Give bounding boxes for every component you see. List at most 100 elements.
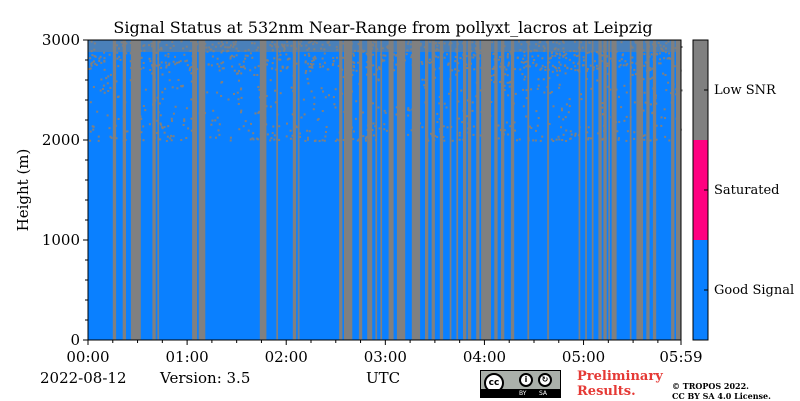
low-snr-pixel (530, 127, 533, 129)
y-axis-label: Height (m) (14, 149, 32, 232)
low-snr-pixel (524, 75, 527, 78)
low-snr-pixel (227, 98, 230, 101)
low-snr-pixel (168, 63, 170, 66)
low-snr-pixel (410, 56, 413, 59)
low-snr-pixel (655, 102, 658, 105)
low-snr-pixel (592, 66, 595, 69)
low-snr-pixel (319, 66, 322, 69)
y-tick-label: 1000 (42, 231, 80, 249)
low-snr-pixel (535, 63, 538, 66)
low-snr-pixel (601, 102, 604, 105)
low-snr-pixel (274, 89, 277, 92)
low-snr-pixel (105, 77, 108, 80)
low-snr-pixel (479, 52, 482, 55)
low-snr-column (646, 40, 650, 340)
low-snr-pixel (383, 59, 386, 62)
low-snr-pixel (503, 84, 506, 87)
low-snr-pixel (164, 87, 167, 90)
low-snr-pixel (216, 63, 219, 66)
colorbar-segment (693, 40, 708, 140)
low-snr-pixel (491, 67, 494, 70)
low-snr-pixel (446, 53, 448, 56)
low-snr-pixel (172, 112, 175, 115)
low-snr-pixel (190, 98, 193, 101)
low-snr-column (611, 40, 617, 340)
low-snr-pixel (541, 135, 544, 138)
low-snr-pixel (541, 57, 544, 60)
low-snr-pixel (307, 138, 309, 141)
low-snr-pixel (572, 61, 575, 64)
low-snr-pixel (353, 61, 356, 64)
low-snr-pixel (109, 73, 112, 76)
low-snr-pixel (451, 69, 454, 72)
low-snr-pixel (460, 89, 463, 92)
low-snr-pixel (556, 74, 559, 77)
low-snr-pixel (99, 89, 102, 92)
low-snr-pixel (271, 62, 274, 65)
low-snr-pixel (247, 129, 250, 132)
low-snr-pixel (334, 88, 337, 91)
chart-title: Signal Status at 532nm Near-Range from p… (113, 18, 652, 37)
low-snr-pixel (548, 77, 551, 80)
low-snr-pixel (514, 92, 517, 95)
low-snr-pixel (507, 53, 509, 55)
low-snr-pixel (89, 139, 92, 142)
low-snr-pixel (617, 137, 620, 140)
low-snr-pixel (559, 69, 561, 72)
low-snr-pixel (525, 97, 528, 100)
low-snr-pixel (658, 62, 661, 65)
low-snr-pixel (236, 91, 239, 94)
low-snr-pixel (662, 72, 665, 75)
low-snr-pixel (372, 122, 375, 125)
low-snr-pixel (140, 131, 143, 134)
copyright-note: © TROPOS 2022. CC BY SA 4.0 License. (672, 381, 771, 401)
low-snr-pixel (378, 127, 381, 130)
low-snr-pixel (516, 139, 518, 142)
low-snr-pixel (218, 65, 221, 68)
low-snr-pixel (250, 122, 252, 125)
low-snr-pixel (550, 52, 553, 55)
low-snr-pixel (266, 133, 269, 136)
low-snr-pixel (535, 110, 538, 113)
low-snr-column (396, 40, 406, 340)
low-snr-pixel (507, 94, 510, 97)
colorbar: Good Signal Saturated Low SNR (692, 39, 794, 341)
low-snr-pixel (383, 123, 386, 126)
low-snr-pixel (321, 57, 324, 60)
low-snr-pixel (144, 109, 147, 112)
low-snr-pixel (558, 115, 561, 118)
low-snr-pixel (313, 140, 316, 142)
low-snr-pixel (163, 131, 166, 134)
low-snr-pixel (580, 98, 583, 101)
low-snr-pixel (92, 125, 95, 128)
low-snr-pixel (374, 125, 377, 128)
low-snr-pixel (238, 79, 240, 82)
low-snr-pixel (323, 139, 326, 142)
low-snr-pixel (623, 84, 626, 87)
low-snr-pixel (559, 63, 562, 66)
low-snr-pixel (100, 61, 103, 64)
low-snr-pixel (103, 57, 106, 60)
low-snr-pixel (151, 64, 154, 67)
low-snr-pixel (310, 63, 312, 65)
low-snr-pixel (436, 121, 439, 124)
low-snr-pixel (269, 79, 272, 82)
low-snr-pixel (668, 57, 671, 59)
low-snr-pixel (633, 137, 636, 140)
low-snr-pixel (237, 72, 240, 75)
low-snr-pixel (334, 140, 337, 142)
low-snr-pixel (564, 72, 567, 75)
low-snr-pixel (560, 107, 563, 110)
low-snr-pixel (190, 80, 193, 83)
low-snr-pixel (558, 56, 561, 59)
low-snr-pixel (430, 132, 432, 135)
low-snr-pixel (187, 127, 190, 130)
low-snr-pixel (503, 66, 506, 69)
low-snr-pixel (471, 101, 474, 104)
low-snr-pixel (522, 88, 525, 91)
low-snr-pixel (555, 67, 558, 70)
low-snr-pixel (269, 139, 272, 142)
low-snr-pixel (244, 67, 246, 70)
low-snr-column (494, 40, 498, 340)
